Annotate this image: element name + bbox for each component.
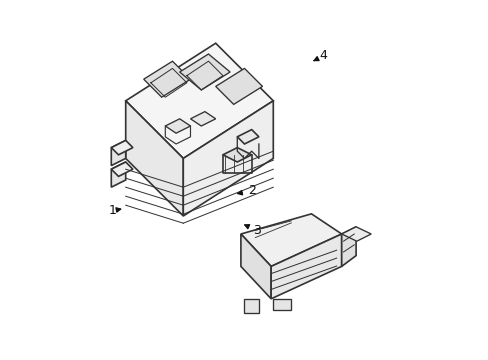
Polygon shape (111, 140, 133, 155)
Text: 4: 4 (313, 49, 327, 62)
Polygon shape (241, 234, 270, 299)
Polygon shape (165, 119, 190, 133)
Polygon shape (244, 299, 258, 313)
Polygon shape (341, 227, 370, 241)
Polygon shape (237, 130, 258, 144)
Polygon shape (270, 234, 341, 299)
Polygon shape (111, 140, 125, 166)
Polygon shape (215, 68, 262, 104)
Polygon shape (341, 227, 355, 266)
Polygon shape (273, 299, 291, 310)
Polygon shape (125, 101, 183, 216)
Polygon shape (125, 43, 273, 158)
Polygon shape (241, 214, 341, 266)
Polygon shape (111, 162, 125, 187)
Polygon shape (179, 54, 230, 90)
Text: 1: 1 (109, 204, 121, 217)
Polygon shape (111, 162, 133, 176)
Polygon shape (190, 112, 215, 126)
Polygon shape (183, 101, 273, 216)
Polygon shape (223, 148, 251, 162)
Text: 3: 3 (244, 224, 261, 237)
Text: 2: 2 (237, 184, 255, 197)
Polygon shape (143, 61, 190, 97)
